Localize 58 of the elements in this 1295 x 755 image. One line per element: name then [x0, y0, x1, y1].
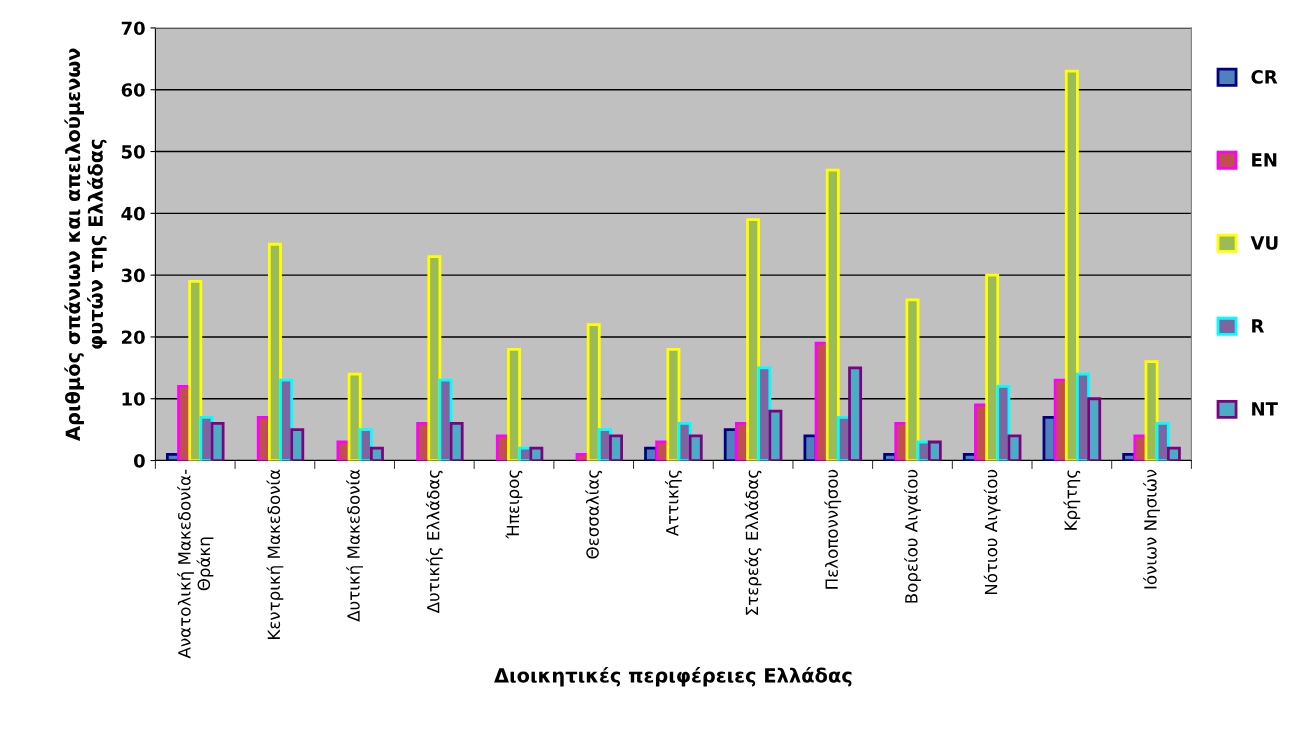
- bar: [188, 279, 203, 461]
- bar: [768, 409, 783, 461]
- x-tick-label: Ιόνιων Νησιών: [1143, 469, 1160, 589]
- x-tick-label: Θεσσαλίας: [585, 470, 603, 559]
- bar: [746, 218, 761, 461]
- x-tick-label: Ήπειρος: [505, 470, 523, 539]
- y-tick-label: 20: [121, 330, 145, 345]
- legend-label: NT: [1252, 402, 1278, 416]
- bar: [369, 446, 384, 461]
- bar: [529, 446, 544, 461]
- x-tick-label: Δυτική Μακεδονία: [346, 469, 364, 622]
- bar: [1007, 434, 1022, 461]
- bar: [996, 385, 1011, 461]
- y-tick-label: 50: [121, 145, 145, 159]
- bar: [905, 298, 920, 461]
- bar: [1087, 397, 1102, 461]
- y-tick-label: 40: [121, 206, 145, 221]
- bar: [927, 440, 942, 461]
- bar: [1166, 446, 1181, 461]
- y-tick-label: 30: [121, 268, 145, 283]
- x-tick-label: Κεντρική Μακεδονία: [266, 469, 284, 639]
- bar: [267, 242, 282, 461]
- legend-label: R: [1252, 319, 1265, 333]
- x-tick-label: Πελοποννήσου: [824, 469, 842, 589]
- bar: [1064, 69, 1079, 461]
- legend-label: CR: [1251, 70, 1278, 84]
- x-axis-title: Διοικητικές περιφέρειες Ελλάδας: [494, 666, 852, 687]
- bar: [507, 347, 521, 461]
- bar: [688, 434, 703, 461]
- bar: [609, 434, 623, 461]
- x-tick-label: Ανατολική Μακεδονία- Θράκη: [177, 469, 214, 659]
- bar: [586, 323, 601, 461]
- bar: [290, 428, 305, 461]
- bar: [279, 378, 294, 461]
- bar: [985, 273, 1000, 461]
- x-tick-label: Στερεάς Ελλάδας: [744, 470, 762, 615]
- bar: [449, 422, 464, 461]
- legend-label: VU: [1250, 236, 1278, 250]
- x-tick-label: Βορείου Αιγαίου: [904, 469, 921, 603]
- bar: [427, 255, 442, 461]
- bar: [1155, 422, 1170, 461]
- bar: [848, 366, 863, 461]
- bar: [825, 168, 840, 461]
- x-tick-label: Δυτικής Ελλάδας: [425, 470, 443, 614]
- x-tick-label: Νότιου Αιγαίου: [983, 469, 1001, 595]
- y-axis-title: Αριθμός σπάνιων και απειλούμενων φυτών της Ελλάδας: [64, 48, 107, 441]
- legend-label: EN: [1252, 153, 1277, 167]
- y-tick-label: 60: [121, 83, 145, 97]
- bar: [358, 428, 373, 461]
- bar: [666, 347, 681, 461]
- x-tick-label: Αττικής: [664, 470, 682, 537]
- y-tick-label: 10: [122, 392, 145, 406]
- bar: [210, 422, 225, 461]
- x-tick-label: Κρήτης: [1063, 470, 1081, 530]
- bar: [1144, 360, 1159, 461]
- y-tick-label: 0: [133, 454, 145, 468]
- y-tick-label: 70: [121, 21, 145, 36]
- bar: [347, 372, 362, 461]
